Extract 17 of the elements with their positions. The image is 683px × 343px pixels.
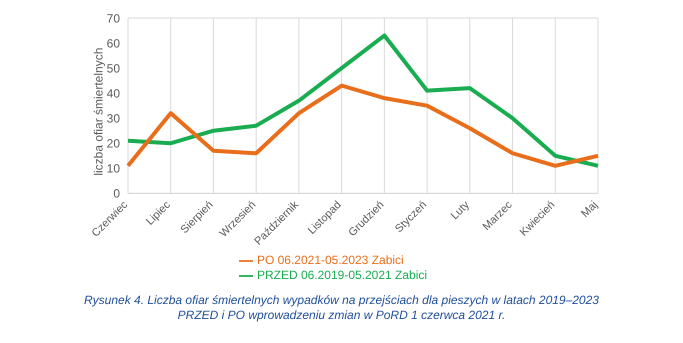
legend-label: PRZED 06.2019-05.2021 Zabici xyxy=(256,268,428,282)
y-tick-label: 60 xyxy=(106,36,120,50)
y-tick-label: 20 xyxy=(106,136,120,151)
y-tick-label: 10 xyxy=(106,162,120,176)
y-tick-label: 40 xyxy=(106,86,120,100)
line-series xyxy=(126,84,600,168)
y-tick-label: 70 xyxy=(106,11,120,26)
text: PRZED i PO wprowadzeniu zmian w PoRD 1 czerwca 2021 r. xyxy=(176,308,506,323)
x-tick-label: Maj xyxy=(579,198,600,220)
y-tick-label: 30 xyxy=(106,111,120,126)
y-axis-title: liczba ofiar śmiertelnych xyxy=(91,48,106,176)
line-series xyxy=(126,34,600,168)
text: Rysunek 4. Liczba ofiar śmiertelnych wypadków na przejściach dla pieszych w latach 2019–2023 xyxy=(83,293,600,308)
legend-label: PO 06.2021-05.2023 Zabici xyxy=(256,253,404,268)
y-tick-label: 0 xyxy=(113,186,120,201)
y-tick-label: 50 xyxy=(106,61,120,76)
x-tick-label: Luty xyxy=(448,198,472,222)
